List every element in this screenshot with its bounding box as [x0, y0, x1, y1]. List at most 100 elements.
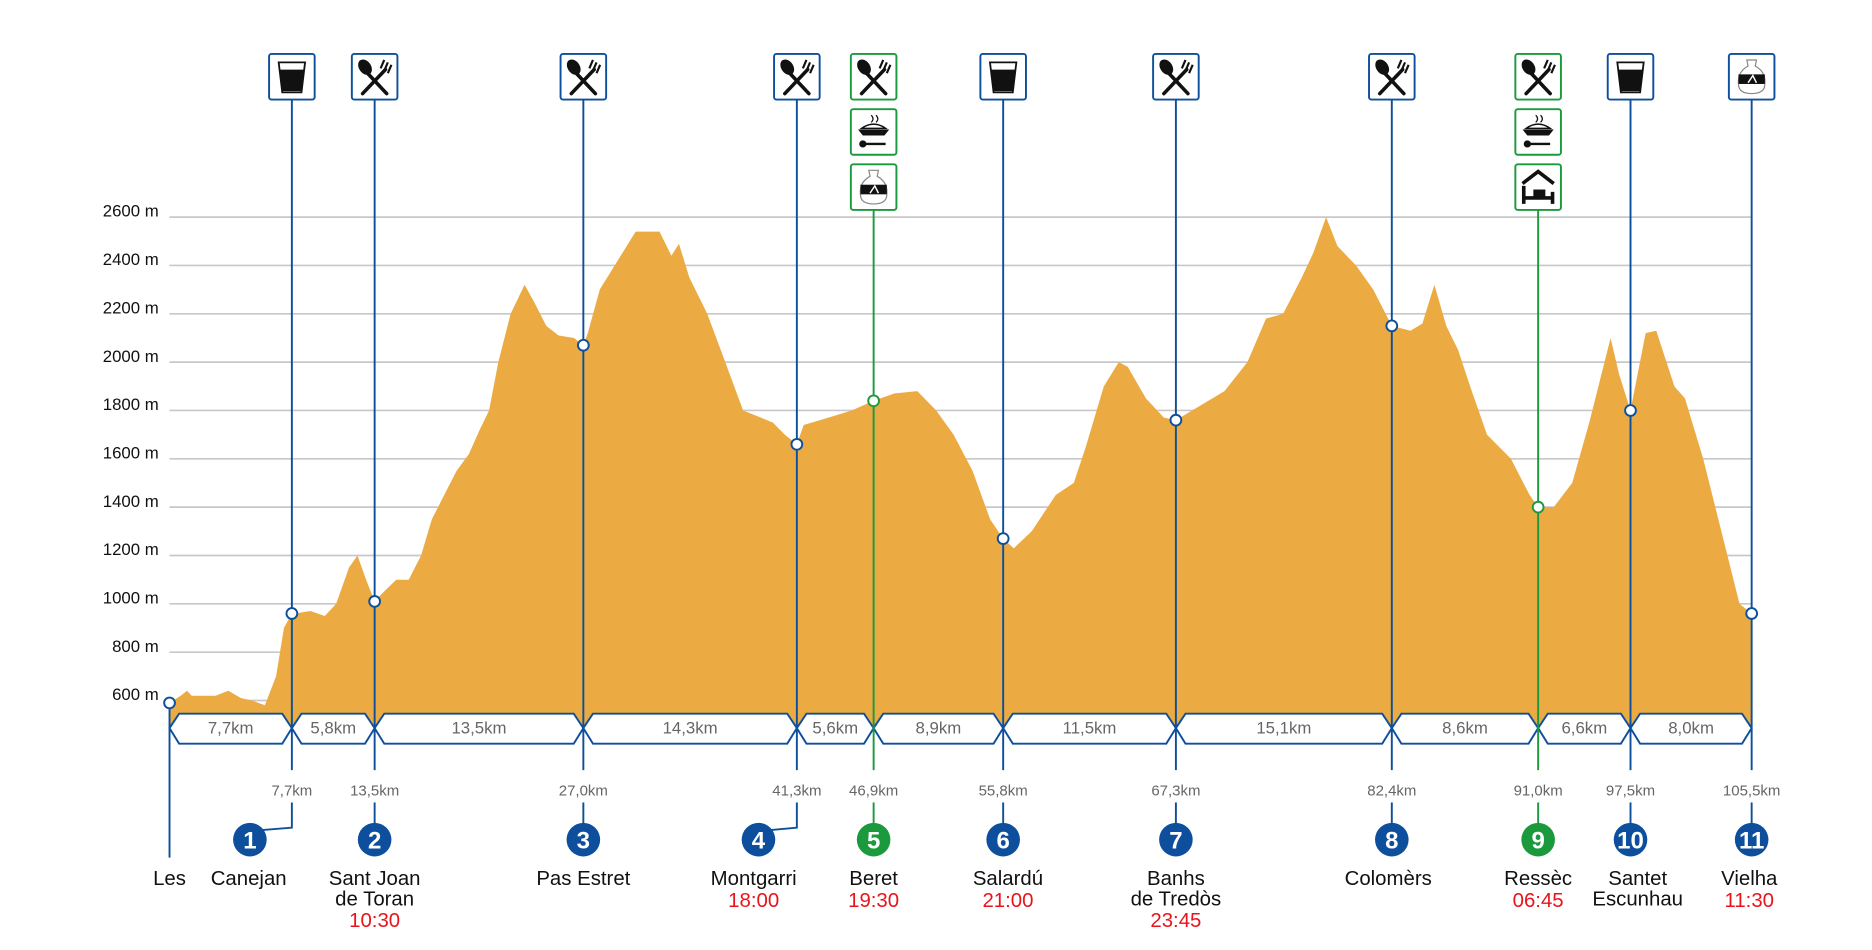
y-tick-label: 2400 m	[103, 250, 159, 269]
waypoint: Les	[153, 696, 186, 890]
segment-distance-label: 8,6km	[1442, 719, 1488, 738]
waypoint-number: 8	[1385, 827, 1398, 854]
waypoint-km-label: 41,3km	[772, 782, 821, 799]
waypoint-name: de Toran	[335, 889, 414, 911]
waypoint-number: 5	[867, 827, 880, 854]
refuge-icon	[1514, 163, 1562, 211]
badge-connector	[770, 802, 798, 832]
y-tick-label: 1200 m	[103, 540, 159, 559]
waypoint-number: 7	[1169, 827, 1182, 854]
waypoint-time: 11:30	[1725, 890, 1774, 912]
waypoint-time: 23:45	[1150, 910, 1201, 932]
elevation-area	[169, 217, 1752, 727]
profile-area	[169, 217, 1752, 727]
waypoint-km-label: 55,8km	[979, 782, 1028, 799]
segment-distance-label: 5,8km	[310, 719, 356, 738]
waypoint-km-label: 46,9km	[849, 782, 898, 799]
bag-icon	[849, 163, 898, 211]
waypoint-number: 2	[368, 827, 381, 854]
waypoint: 27,0km 3 Pas Estret	[536, 53, 631, 890]
cutlery-icon	[1368, 53, 1416, 101]
y-tick-label: 1000 m	[103, 588, 159, 607]
waypoint-marker	[1531, 500, 1545, 514]
waypoint-km-label: 27,0km	[559, 782, 608, 799]
waypoint-time: 21:00	[982, 890, 1033, 912]
y-tick-label: 1800 m	[103, 395, 159, 414]
y-tick-label: 2600 m	[103, 202, 159, 221]
waypoint-km-label: 97,5km	[1606, 782, 1655, 799]
y-tick-label: 2200 m	[103, 298, 159, 317]
waypoint-badge	[357, 822, 392, 857]
y-tick-label: 600 m	[112, 685, 159, 704]
waypoint: 7,7km 1 Canejan	[211, 53, 316, 890]
dish-icon	[849, 108, 898, 156]
y-tick-label: 2000 m	[103, 347, 159, 366]
waypoint-name: Sant Joan	[329, 868, 421, 890]
segment-distance-label: 6,6km	[1561, 719, 1607, 738]
segment-distance-label: 7,7km	[208, 719, 254, 738]
waypoint-km-label: 82,4km	[1367, 782, 1416, 799]
segment-distance-label: 8,9km	[916, 719, 962, 738]
waypoint-number: 3	[577, 827, 590, 854]
waypoint-time: 06:45	[1513, 890, 1564, 912]
waypoint-badge	[986, 822, 1020, 857]
waypoint-name: Ressèc	[1504, 868, 1572, 890]
waypoint-km-label: 105,5km	[1723, 782, 1780, 799]
waypoint-name: de Tredòs	[1131, 889, 1222, 911]
cutlery-icon	[350, 53, 399, 101]
segment-distance-label: 5,6km	[812, 719, 858, 738]
segment-distance-label: 15,1km	[1256, 719, 1311, 738]
waypoint-km-label: 13,5km	[350, 782, 399, 799]
waypoint-marker	[576, 338, 590, 352]
waypoint-badge	[566, 822, 601, 857]
waypoint-name: Pas Estret	[536, 868, 630, 890]
waypoint-name: Salardú	[973, 868, 1043, 890]
waypoint-km-label: 91,0km	[1514, 782, 1563, 799]
waypoint-marker	[790, 437, 804, 451]
waypoint-time: 18:00	[728, 890, 779, 912]
cutlery-icon	[1514, 53, 1562, 101]
waypoint-marker	[1385, 319, 1399, 333]
waypoint-marker	[1745, 607, 1759, 620]
waypoint-number: 1	[243, 827, 256, 854]
waypoint-marker	[285, 607, 299, 620]
waypoint-marker	[1624, 404, 1637, 417]
glass-icon	[979, 53, 1027, 101]
waypoint-time: 10:30	[349, 910, 400, 932]
waypoint-badge	[1613, 822, 1648, 857]
waypoint-name: Canejan	[211, 868, 287, 890]
waypoint-time: 19:30	[848, 890, 899, 912]
waypoint-marker	[1169, 413, 1183, 427]
cutlery-icon	[1152, 53, 1200, 101]
bag-icon	[1727, 53, 1776, 101]
glass-icon	[268, 53, 316, 101]
waypoint-badge	[1159, 822, 1193, 857]
cutlery-icon	[849, 53, 898, 101]
glass-icon	[1606, 53, 1655, 101]
waypoint-name: Vielha	[1721, 868, 1778, 890]
segment-distance-label: 11,5km	[1063, 719, 1117, 738]
waypoint-marker	[867, 394, 880, 408]
waypoint-badge	[1375, 822, 1409, 857]
y-tick-label: 1400 m	[103, 492, 159, 511]
segment-distance-label: 14,3km	[663, 719, 718, 738]
waypoint-name: Montgarri	[711, 868, 797, 890]
waypoint: 82,4km 8 Colomèrs	[1345, 53, 1432, 890]
waypoint-number: 6	[996, 827, 1009, 854]
y-tick-label: 800 m	[112, 637, 159, 656]
waypoint-name: Colomèrs	[1345, 868, 1432, 890]
waypoint-marker	[368, 595, 381, 608]
badge-connector	[261, 802, 293, 832]
waypoint-name: Les	[153, 868, 186, 890]
waypoint-number: 11	[1739, 827, 1764, 854]
waypoint-name: Banhs	[1147, 868, 1205, 890]
waypoint-badge	[741, 822, 776, 857]
segment-distance-label: 13,5km	[451, 719, 506, 738]
